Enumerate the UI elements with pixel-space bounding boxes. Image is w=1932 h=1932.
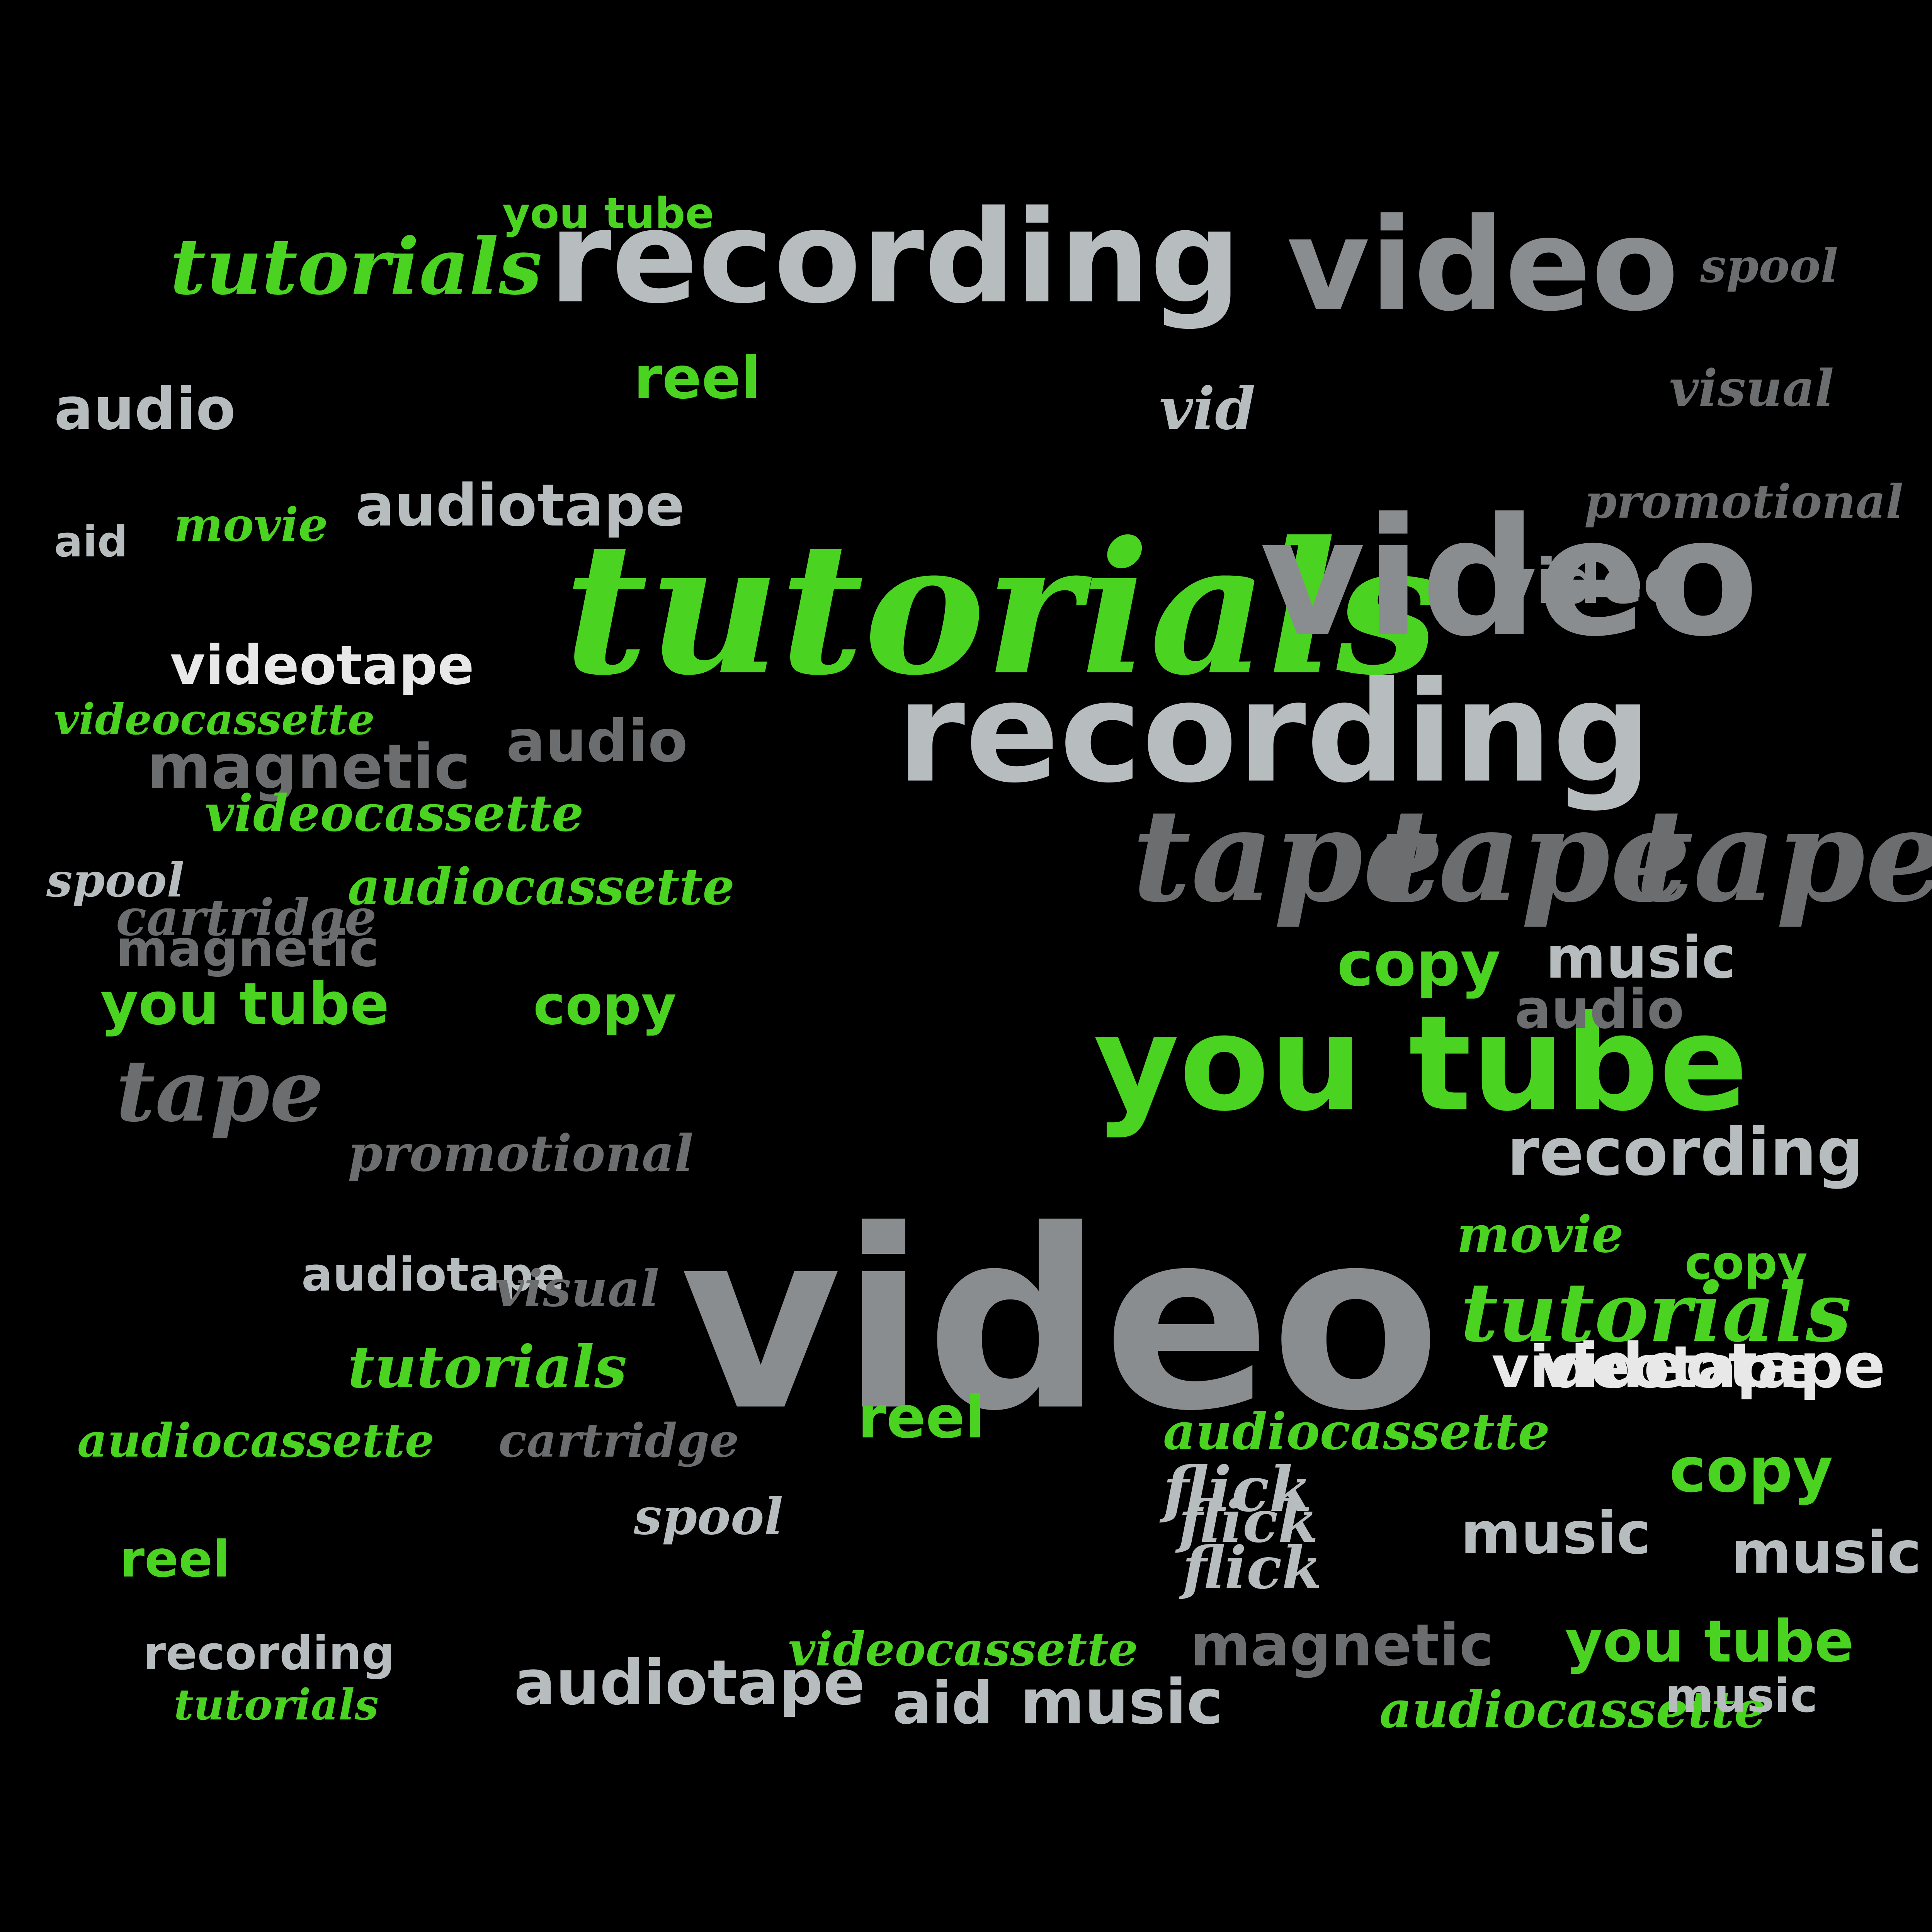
cloud-word: cartridge — [116, 888, 376, 947]
cloud-word: magnetic — [116, 919, 379, 978]
cloud-word: audiocassette — [1163, 1402, 1550, 1461]
cloud-word: videocassette — [54, 694, 375, 744]
cloud-word: video — [1260, 483, 1759, 672]
cloud-word: visual — [495, 1259, 659, 1318]
cloud-word: reel — [858, 1384, 985, 1451]
cloud-word: videotape — [1538, 1330, 1886, 1402]
cloud-word: video — [680, 1177, 1440, 1465]
cloud-word: tape — [1634, 781, 1932, 930]
cloud-word: copy — [1337, 928, 1501, 1000]
cloud-word: movie — [1457, 1205, 1624, 1264]
cloud-word: copy — [1669, 1434, 1833, 1506]
cloud-word: you tube — [1094, 987, 1748, 1140]
cloud-word: music — [1461, 1500, 1651, 1567]
cloud-word: music — [1020, 1666, 1223, 1738]
cloud-word: reel — [120, 1530, 230, 1588]
cloud-word: audiocassette — [1379, 1680, 1766, 1739]
cloud-word: tutorials — [1461, 1265, 1851, 1360]
cloud-word: audiocassette — [77, 1413, 434, 1468]
cloud-word: videocassette — [205, 784, 584, 843]
cloud-word: audiocassette — [348, 857, 735, 916]
cloud-word: recording — [1507, 1114, 1864, 1190]
cloud-word: tutorials — [170, 221, 542, 312]
cloud-word: music — [1546, 924, 1736, 992]
cloud-word: flick — [1159, 1453, 1312, 1526]
cloud-word: flick — [1179, 1534, 1322, 1602]
cloud-word: tape — [116, 1041, 324, 1141]
cloud-word: audiotape — [301, 1248, 565, 1302]
cloud-word: recording — [549, 183, 1241, 332]
cloud-word: audiotape — [514, 1646, 865, 1719]
cloud-word: spool — [633, 1487, 783, 1546]
cloud-word: promotional — [1584, 474, 1903, 529]
cloud-word: copy — [533, 974, 677, 1037]
cloud-word: spool — [1700, 239, 1838, 293]
cloud-word: tutorials — [564, 502, 1439, 715]
cloud-word: music — [1731, 1519, 1922, 1587]
cloud-word: videotape — [1492, 1334, 1817, 1401]
cloud-word: aid — [893, 1670, 993, 1737]
cloud-word: flick — [1175, 1488, 1318, 1556]
cloud-word: you tube — [100, 971, 389, 1038]
cloud-word: aid — [54, 517, 128, 566]
cloud-word: reel — [634, 345, 761, 412]
cloud-word: recording — [143, 1627, 395, 1680]
cloud-word: spool — [46, 853, 184, 908]
cloud-word: tutorials — [348, 1333, 627, 1401]
cloud-word: tape — [1379, 781, 1691, 930]
cloud-word: cartridge — [498, 1413, 739, 1468]
cloud-word: videocassette — [788, 1622, 1138, 1677]
cloud-word: music — [1665, 1669, 1818, 1723]
cloud-word: tape — [1132, 781, 1444, 930]
cloud-word: audio — [506, 708, 688, 775]
cloud-word: videotape — [170, 634, 474, 697]
cloud-word: recording — [896, 651, 1652, 813]
cloud-word: magnetic — [1190, 1612, 1493, 1679]
cloud-word: audiotape — [355, 472, 685, 539]
cloud-word: video — [1287, 191, 1679, 339]
cloud-word: audio — [54, 376, 236, 443]
cloud-word: tutorials — [174, 1680, 379, 1730]
cloud-word: you tube — [1565, 1608, 1854, 1675]
cloud-word: copy — [1685, 1236, 1808, 1290]
cloud-word: audio — [1515, 978, 1684, 1041]
cloud-word: you tube — [502, 189, 714, 238]
cloud-word: visual — [1669, 359, 1834, 418]
cloud-word: video — [1495, 545, 1685, 617]
cloud-word: vid — [1159, 375, 1255, 443]
cloud-word: magnetic — [147, 731, 471, 803]
cloud-word: movie — [174, 498, 328, 552]
cloud-word: promotional — [348, 1124, 694, 1183]
